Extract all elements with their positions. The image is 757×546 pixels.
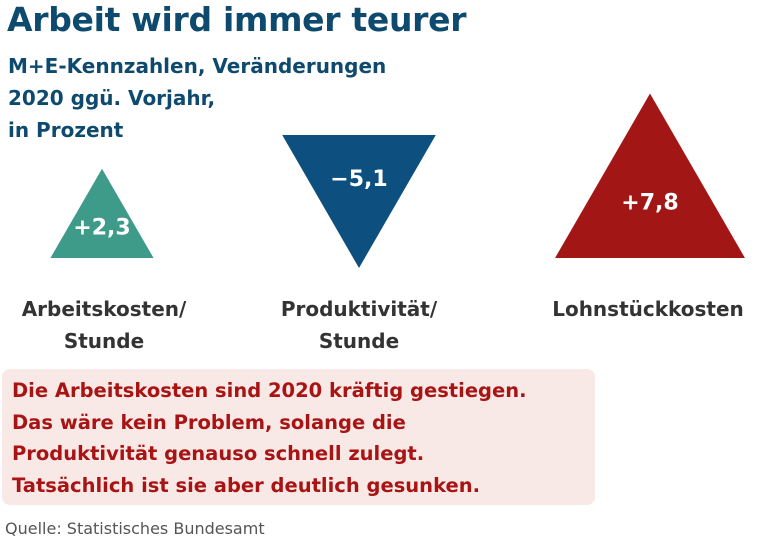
value-label-2: +7,8 — [621, 191, 678, 216]
chart-title: Arbeit wird immer teurer — [7, 0, 467, 39]
value-label-1: −5,1 — [330, 167, 387, 192]
triangle-1 — [282, 135, 436, 268]
triangle-0 — [50, 168, 154, 258]
note-box: Die Arbeitskosten sind 2020 kräftig gest… — [2, 369, 595, 505]
value-label-0: +2,3 — [73, 216, 130, 241]
note-line-3: Produktivität genauso schnell zulegt. — [12, 442, 425, 465]
label-lohnstueckkosten: Lohnstückkosten — [552, 297, 744, 321]
source-note: Quelle: Statistisches Bundesamt — [5, 519, 265, 538]
subtitle-line-1: M+E-Kennzahlen, Veränderungen — [8, 54, 387, 78]
label-arbeitskosten: Arbeitskosten/ Stunde — [21, 297, 187, 353]
label-produktivitaet: Produktivität/ Stunde — [280, 297, 438, 353]
note-line-1: Die Arbeitskosten sind 2020 kräftig gest… — [12, 379, 527, 402]
chart-subtitle: M+E-Kennzahlen, Veränderungen 2020 ggü. … — [8, 50, 386, 146]
note-line-4: Tatsächlich ist sie aber deutlich gesunk… — [12, 473, 481, 497]
note-line-2: Das wäre kein Problem, solange die — [12, 410, 406, 434]
triangle-2 — [555, 93, 745, 259]
subtitle-line-2: 2020 ggü. Vorjahr, — [8, 86, 216, 110]
subtitle-line-3: in Prozent — [8, 118, 124, 142]
